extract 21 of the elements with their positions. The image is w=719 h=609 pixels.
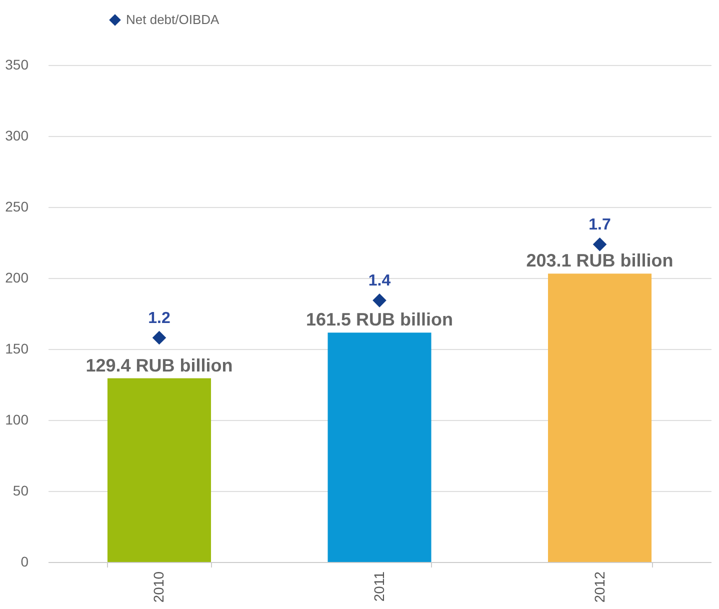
legend-label: Net debt/OIBDA: [126, 12, 220, 27]
data-label: 203.1 RUB billion: [526, 250, 674, 271]
y-tick-label: 50: [12, 482, 29, 498]
x-tick-label: 2011: [371, 571, 387, 602]
y-tick-label: 250: [5, 198, 29, 214]
bar: [107, 378, 211, 562]
data-label: 1.2: [148, 310, 170, 327]
bar: [548, 274, 652, 562]
y-tick-label: 100: [5, 412, 29, 428]
y-tick-label: 350: [5, 56, 29, 72]
data-label: 1.4: [368, 272, 391, 290]
data-label: 161.5 RUB billion: [306, 310, 454, 330]
data-label: 1.7: [588, 216, 611, 234]
x-tick-label: 2012: [591, 571, 608, 603]
data-label: 129.4 RUB billion: [86, 355, 233, 376]
y-tick-label: 300: [5, 128, 29, 144]
y-tick-label: 0: [20, 554, 29, 570]
bar: [328, 332, 432, 562]
y-tick-label: 200: [5, 270, 29, 286]
y-tick-label: 150: [5, 340, 29, 356]
x-tick-label: 2010: [150, 571, 167, 603]
